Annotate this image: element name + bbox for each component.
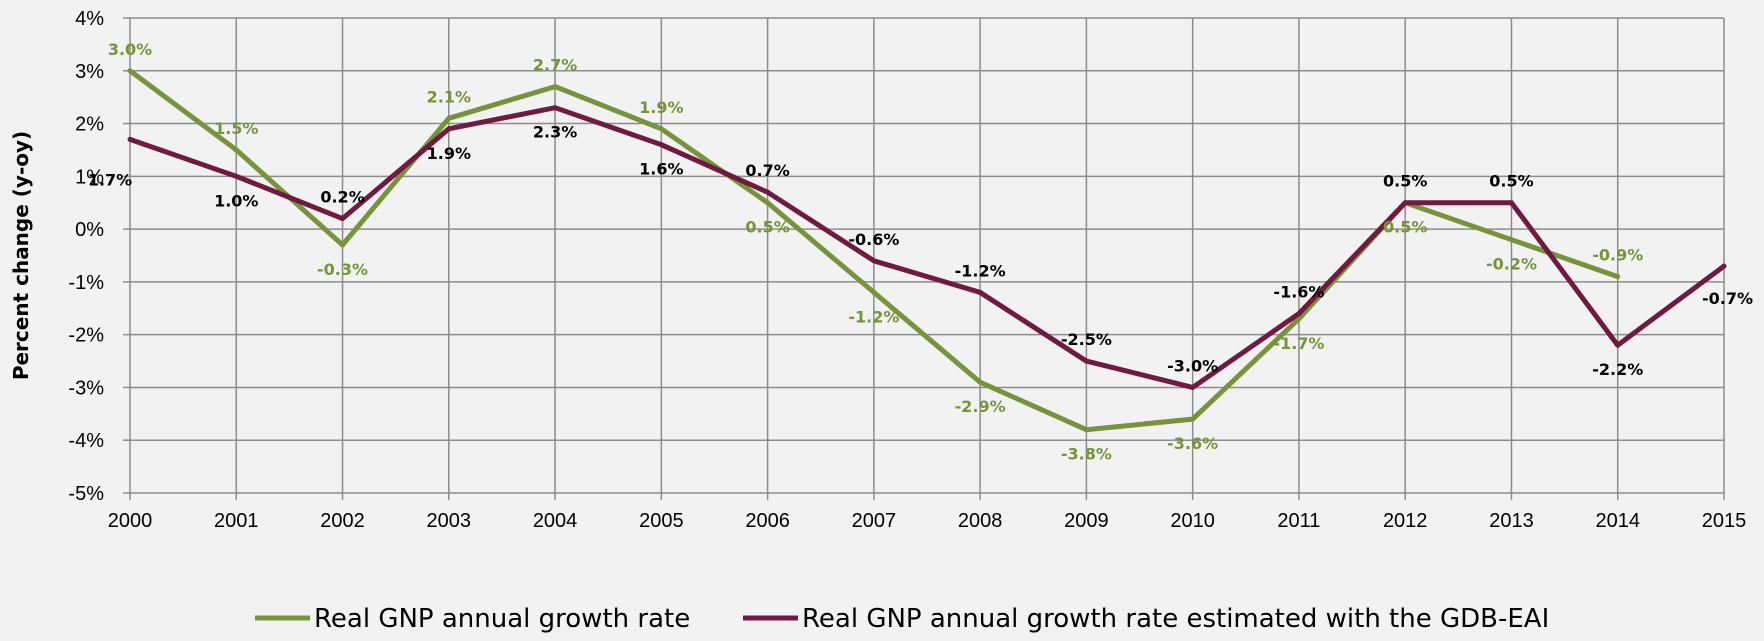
x-tick-label: 2005 — [639, 510, 684, 532]
data-point — [340, 216, 346, 222]
y-tick-label: 2% — [75, 114, 104, 136]
data-label: -3.8% — [1061, 445, 1112, 464]
data-label: 3.0% — [108, 40, 152, 59]
data-point — [658, 126, 664, 132]
data-point — [1083, 427, 1089, 433]
y-tick-label: 0% — [75, 219, 104, 241]
y-axis-label: Percent change (y-oy) — [9, 131, 33, 380]
data-label: 0.7% — [745, 161, 789, 180]
data-label: -2.2% — [1592, 360, 1643, 379]
data-point — [871, 258, 877, 264]
y-tick-label: -2% — [68, 325, 104, 347]
data-point — [871, 289, 877, 295]
grid — [129, 17, 1725, 494]
data-point — [977, 289, 983, 295]
x-tick-label: 2011 — [1277, 510, 1320, 532]
x-tick-label: 2009 — [1064, 510, 1109, 532]
x-tick-label: 2007 — [852, 510, 897, 532]
data-point — [1508, 237, 1514, 243]
legend-entry-1: Real GNP annual growth rate — [314, 604, 690, 634]
x-tick-label: 2013 — [1489, 510, 1534, 532]
data-label: 1.0% — [214, 191, 258, 210]
y-tick-label: -1% — [68, 272, 104, 294]
data-point — [765, 189, 771, 195]
data-label: -0.7% — [1702, 289, 1753, 308]
data-label: -0.2% — [1486, 255, 1537, 274]
data-label: -2.5% — [1061, 330, 1112, 349]
data-label: -0.6% — [848, 230, 899, 249]
x-tick-label: 2008 — [958, 510, 1003, 532]
data-label: 1.5% — [214, 119, 258, 138]
data-point — [552, 84, 558, 90]
data-point — [765, 200, 771, 206]
data-label: -3.6% — [1167, 434, 1218, 453]
data-label: 2.3% — [533, 123, 577, 142]
data-point — [977, 379, 983, 385]
x-tick-label: 2002 — [320, 510, 365, 532]
series-group — [127, 68, 1727, 433]
data-point — [127, 136, 133, 142]
data-point — [446, 126, 452, 132]
data-point — [1402, 200, 1408, 206]
axes: -5% -4% -3% -2% -1% 0% 1% 2% 3% 4% 2000 2001 2002 200… — [68, 8, 1746, 532]
data-label: 2.7% — [533, 56, 577, 75]
data-point — [233, 173, 239, 179]
y-tick-label: -3% — [68, 377, 104, 399]
data-point — [1615, 274, 1621, 280]
y-tick-label: 1% — [75, 166, 104, 188]
data-point — [446, 115, 452, 121]
data-label: 0.5% — [1383, 172, 1427, 191]
legend-entry-2: Real GNP annual growth rate estimated wi… — [802, 604, 1549, 634]
data-point — [1508, 200, 1514, 206]
y-tick-label: -5% — [68, 483, 104, 505]
data-label: -0.9% — [1592, 246, 1643, 265]
x-tick-label: 2000 — [108, 510, 153, 532]
series-line-2 — [129, 105, 1726, 390]
data-label: 0.5% — [1383, 218, 1427, 237]
data-label: -1.6% — [1273, 283, 1324, 302]
x-tick-label: 2012 — [1383, 510, 1428, 532]
x-tick-label: 2004 — [533, 510, 578, 532]
data-point — [233, 147, 239, 153]
x-tick-label: 2001 — [214, 510, 259, 532]
data-labels: 3.0% 1.5% -0.3% 2.1% 2.7% 1.9% 0.5% -1.2% -2.9% -… — [88, 40, 1753, 464]
data-label: 0.5% — [745, 218, 789, 237]
data-label: 1.7% — [88, 170, 132, 189]
data-label: 1.6% — [639, 160, 683, 179]
data-label: -2.9% — [955, 397, 1006, 416]
data-point — [1190, 416, 1196, 422]
x-tick-label: 2010 — [1170, 510, 1215, 532]
data-point — [1721, 263, 1727, 269]
data-label: -1.2% — [955, 261, 1006, 280]
data-point — [1083, 358, 1089, 364]
x-tick-label: 2006 — [745, 510, 790, 532]
x-tick-label: 2003 — [427, 510, 472, 532]
data-point — [1296, 316, 1302, 322]
data-point — [552, 105, 558, 111]
x-tick-label: 2014 — [1595, 510, 1640, 532]
data-point — [340, 242, 346, 248]
x-tick-label: 2015 — [1702, 510, 1747, 532]
data-point — [658, 142, 664, 148]
data-label: -0.3% — [317, 260, 368, 279]
data-label: -3.0% — [1167, 356, 1218, 375]
data-point — [1615, 342, 1621, 348]
data-label: 1.9% — [639, 98, 683, 117]
y-tick-label: 3% — [75, 61, 104, 83]
data-label: -1.2% — [848, 307, 899, 326]
data-label: 0.2% — [320, 188, 364, 207]
y-tick-label: 4% — [75, 8, 104, 30]
data-label: 0.5% — [1489, 172, 1533, 191]
data-point — [1190, 384, 1196, 390]
data-point — [127, 68, 133, 74]
legend: Real GNP annual growth rate Real GNP annu… — [255, 604, 1549, 634]
data-label: 2.1% — [427, 87, 471, 106]
y-tick-label: -4% — [68, 430, 104, 452]
data-label: -1.7% — [1273, 334, 1324, 353]
data-point — [1296, 311, 1302, 317]
data-label: 1.9% — [427, 144, 471, 163]
